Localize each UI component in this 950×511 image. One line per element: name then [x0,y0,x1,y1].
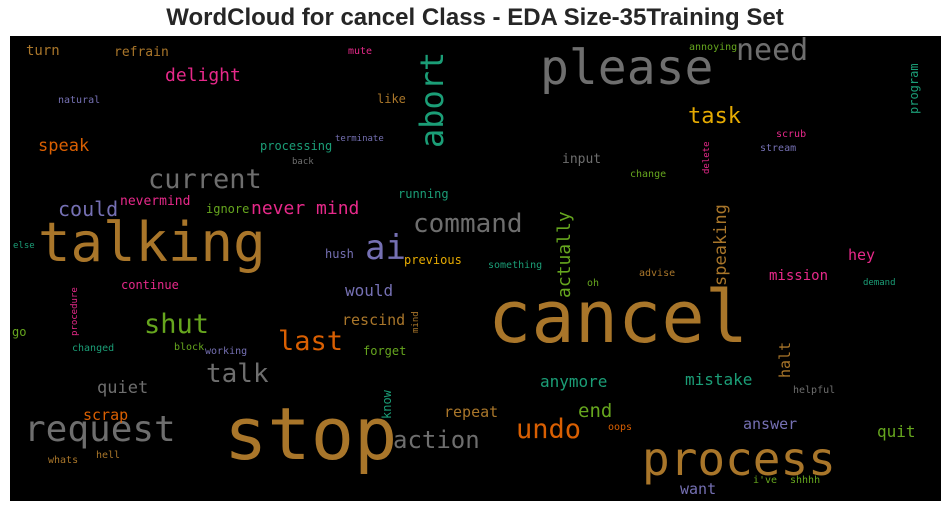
word-process: process [642,432,836,486]
word-quiet: quiet [97,378,149,398]
word-know: know [380,390,394,419]
word-change: change [630,169,667,180]
word-mistake: mistake [685,370,753,389]
word-helpful: helpful [793,385,836,396]
word-hell: hell [96,450,121,461]
word-mind: mind [411,311,421,333]
word-like: like [377,92,406,106]
word-abort: abort [413,51,451,148]
word-block: block [174,342,205,353]
word-something: something [488,260,543,271]
word-want: want [680,480,717,498]
word-shut: shut [144,309,210,340]
word-changed: changed [72,343,115,354]
word-refrain: refrain [114,45,169,60]
word-delete: delete [702,141,712,174]
word-scrap: scrap [83,406,129,424]
word-turn: turn [26,43,60,59]
word-request: request [24,409,176,450]
word-advise: advise [639,268,676,279]
word-ai: ai [365,228,406,268]
word-answer: answer [743,415,798,433]
word-nevermind: nevermind [120,194,191,209]
word-mission: mission [769,268,829,284]
word-end: end [578,400,613,422]
word-actually: actually [554,211,575,298]
word-terminate: terminate [335,134,384,144]
word-cancel: cancel [488,275,749,359]
word-procedure: procedure [70,287,80,336]
word-demand: demand [863,278,896,288]
word-ignore: ignore [206,202,250,216]
word-halt: halt [776,341,794,378]
word-oops: oops [608,422,633,433]
word-working: working [205,346,248,357]
word-talk: talk [206,359,269,389]
word-natural: natural [58,95,101,106]
word-oh: oh [587,278,600,289]
word-previous: previous [404,253,462,267]
chart-title: WordCloud for cancel Class - EDA Size-35… [166,4,784,31]
word-undo: undo [516,414,582,445]
word-delight: delight [165,65,241,86]
word-back: back [292,157,314,167]
word-task: task [688,104,741,129]
word-forget: forget [363,344,407,358]
word-scrub: scrub [776,129,807,140]
word-last: last [278,326,344,357]
word-processing: processing [260,139,333,153]
word-need: need [736,36,809,68]
word-stream: stream [760,143,797,154]
word-talking: talking [38,211,266,274]
word-program: program [907,63,921,114]
word-continue: continue [121,278,179,292]
word-i-ve: i've [753,475,778,486]
word-current: current [148,164,262,195]
word-command: command [413,209,523,239]
word-hush: hush [325,247,354,261]
word-mute: mute [348,46,373,57]
word-never-mind: never mind [251,198,360,219]
word-cloud: cancel stop talking please process request nee… [10,36,941,501]
word-else: else [13,241,35,251]
word-speaking: speaking [711,204,731,286]
word-speak: speak [38,136,90,156]
word-action: action [393,426,480,454]
word-running: running [398,187,449,201]
word-anymore: anymore [540,372,608,391]
word-hey: hey [848,246,876,264]
word-whats: whats [48,455,79,466]
word-please: please [540,40,714,96]
word-repeat: repeat [444,403,499,421]
word-go: go [12,325,27,339]
word-annoying: annoying [689,42,738,53]
word-quit: quit [877,422,916,441]
word-rescind: rescind [342,311,406,329]
word-would: would [345,281,394,300]
word-input: input [562,152,602,167]
word-shhhh: shhhh [790,475,821,486]
word-stop: stop [224,392,398,476]
word-could: could [58,197,119,221]
